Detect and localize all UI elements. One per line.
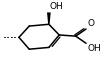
Text: OH: OH (87, 44, 101, 53)
Text: O: O (87, 19, 94, 28)
Polygon shape (47, 12, 51, 24)
Text: OH: OH (50, 2, 64, 11)
